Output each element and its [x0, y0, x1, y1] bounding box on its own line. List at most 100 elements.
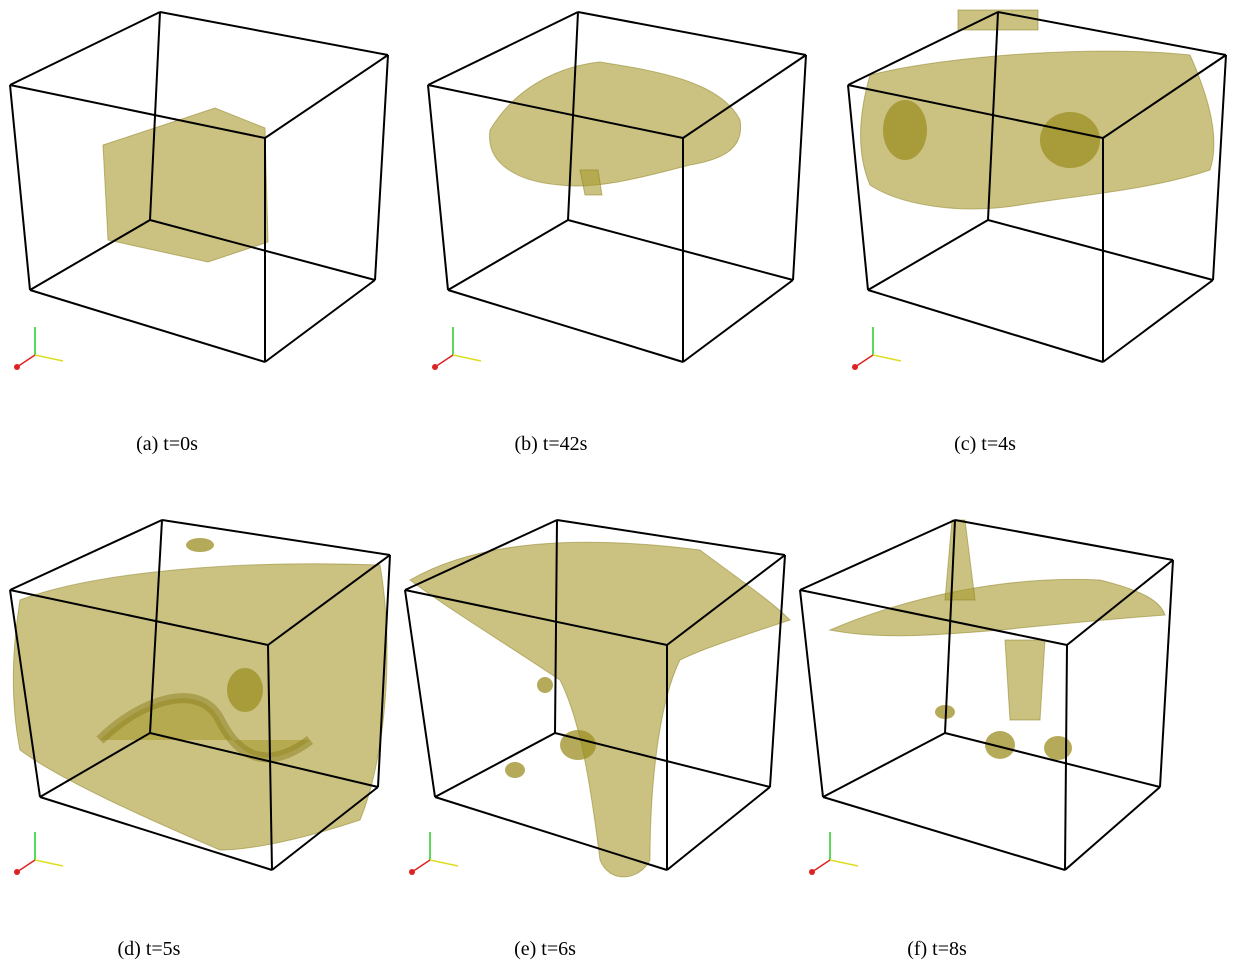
caption: (e) t=6s	[514, 938, 576, 960]
cube-edge	[434, 732, 556, 798]
axis-x	[16, 859, 36, 873]
cube-edge	[1159, 559, 1174, 788]
caption: (a) t=0s	[136, 433, 198, 455]
cube-edge	[149, 11, 161, 221]
cube-edge	[447, 219, 569, 291]
caption: (f) t=8s	[907, 938, 967, 960]
drop	[227, 668, 263, 712]
cube-edge	[822, 732, 946, 798]
axis-tip	[14, 869, 20, 875]
axis-y	[429, 859, 459, 867]
drop	[505, 762, 525, 778]
cube-edge	[39, 732, 151, 798]
cube-edge	[799, 519, 956, 591]
drop	[1044, 736, 1072, 760]
cube-edge	[682, 279, 794, 363]
drop	[186, 538, 214, 552]
cube-blob	[102, 107, 269, 263]
cube-edge	[867, 289, 1104, 363]
cube-edge	[847, 84, 1104, 139]
cube-edge	[554, 732, 771, 788]
cube-edge	[404, 519, 558, 591]
cube-edge	[404, 589, 436, 798]
cube-edge	[161, 519, 391, 556]
tube	[96, 693, 313, 763]
axis-x	[411, 859, 431, 873]
caption: (b) t=42s	[515, 433, 588, 455]
render-c	[860, 9, 1215, 210]
cube-edge	[9, 589, 269, 646]
cube-edge	[149, 219, 376, 281]
cube-edge	[427, 84, 449, 291]
cube-edge	[39, 796, 273, 871]
cube-edge	[267, 644, 273, 871]
drop	[560, 730, 596, 760]
cube-edge	[1066, 559, 1174, 646]
cube-edge	[264, 279, 376, 363]
axis-tip	[852, 364, 858, 370]
cube-edge	[567, 11, 579, 221]
cube-edge	[1102, 54, 1227, 139]
wireframes	[9, 11, 1227, 875]
cube-edge	[267, 554, 391, 646]
cube-edge	[404, 589, 668, 646]
drop	[883, 100, 927, 160]
cube-edge	[556, 519, 786, 556]
axis-x	[16, 354, 36, 368]
cube-edge	[1102, 279, 1214, 363]
cube-edge	[159, 11, 389, 56]
drop	[985, 731, 1015, 759]
cube-edge	[9, 11, 161, 86]
cube-edge	[427, 11, 579, 86]
cube-edge	[867, 219, 989, 291]
cube-edge	[666, 786, 771, 871]
cube-edge	[769, 554, 786, 788]
caption: (d) t=5s	[118, 938, 181, 960]
drop	[537, 677, 553, 693]
caption: (c) t=4s	[954, 433, 1016, 455]
axis-y	[872, 354, 902, 362]
cube-edge	[427, 84, 684, 139]
cube-edge	[799, 589, 824, 798]
cube-edge	[9, 84, 31, 291]
axis-tip	[14, 364, 20, 370]
axis-x	[434, 354, 454, 368]
cube-edge	[847, 11, 999, 86]
cube-edge	[987, 11, 999, 221]
cube-edge	[377, 554, 391, 788]
cube-edge	[822, 796, 1066, 871]
cube-edge	[987, 219, 1214, 281]
cube-edge	[997, 11, 1227, 56]
cube-edge	[682, 54, 807, 139]
cube-edge	[29, 219, 151, 291]
axis-y	[829, 859, 859, 867]
cube-edge	[9, 589, 41, 798]
cube-edge	[954, 519, 1174, 561]
render-b	[489, 61, 742, 196]
cube-edge	[554, 519, 558, 734]
cube-edge	[434, 796, 668, 871]
render-a	[102, 107, 269, 263]
cube-edge	[577, 11, 807, 56]
cube-edge	[1064, 644, 1068, 871]
cube-edge	[944, 519, 956, 734]
drop	[1040, 112, 1100, 168]
cube-edge	[271, 786, 379, 871]
render-d	[12, 538, 388, 851]
cube-edge	[666, 554, 786, 646]
render-e	[409, 541, 791, 878]
axis-y	[34, 859, 64, 867]
axis-y	[34, 354, 64, 362]
blob	[860, 50, 1215, 210]
cube-edge	[149, 519, 163, 734]
cube-edge	[9, 519, 163, 591]
blob	[579, 169, 603, 196]
cube-edge	[944, 732, 1161, 788]
blob	[944, 519, 976, 601]
cube-edge	[29, 289, 266, 363]
render-f	[828, 519, 1166, 760]
axis-tip	[432, 364, 438, 370]
axis-x	[854, 354, 874, 368]
cube-edge	[792, 54, 807, 281]
